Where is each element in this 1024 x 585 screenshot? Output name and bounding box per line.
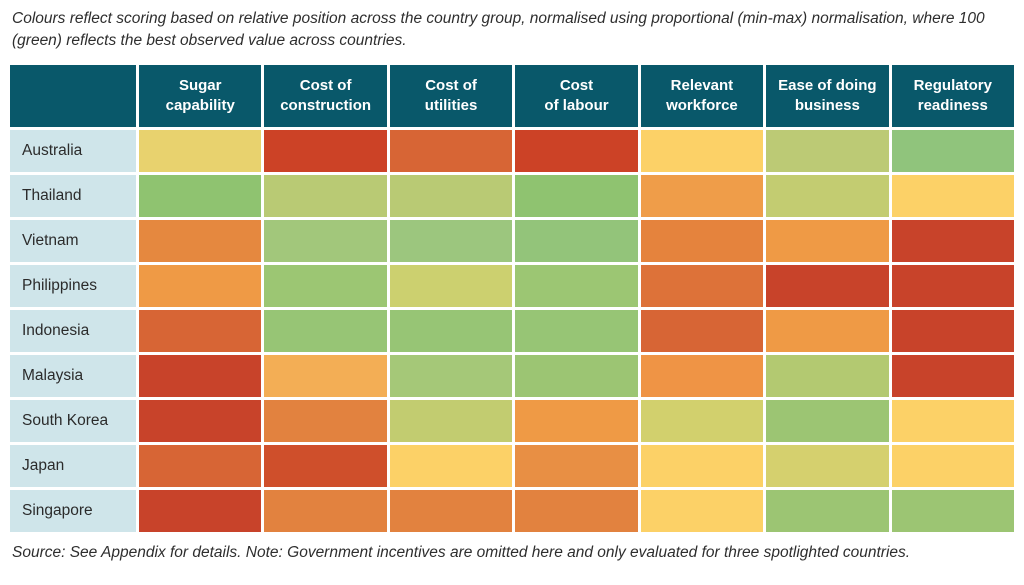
heatmap-cell (640, 309, 764, 352)
heatmap-cell (891, 354, 1014, 397)
heatmap-cell (515, 129, 638, 172)
heatmap-cell (640, 129, 764, 172)
heatmap-cell (515, 354, 638, 397)
heatmap-cell (891, 309, 1014, 352)
heatmap-cell (640, 264, 764, 307)
heatmap-cell (139, 129, 262, 172)
column-header: Relevant workforce (640, 64, 764, 127)
heatmap-cell (264, 489, 387, 532)
heatmap-cell (515, 309, 638, 352)
heatmap-cell (891, 174, 1014, 217)
heatmap-cell (264, 444, 387, 487)
heatmap-cell (389, 489, 513, 532)
heatmap-cell (139, 399, 262, 442)
heatmap-cell (139, 174, 262, 217)
column-header: Cost of utilities (389, 64, 513, 127)
heatmap-cell (640, 489, 764, 532)
heatmap-cell (139, 309, 262, 352)
heatmap-cell (640, 354, 764, 397)
heatmap-cell (389, 309, 513, 352)
heatmap-cell (766, 399, 889, 442)
column-header: Regulatory readiness (891, 64, 1014, 127)
column-header: Cost of construction (264, 64, 387, 127)
heatmap-cell (766, 444, 889, 487)
heatmap-cell (264, 129, 387, 172)
heatmap-cell (766, 489, 889, 532)
heatmap-cell (640, 444, 764, 487)
heatmap-cell (139, 489, 262, 532)
heatmap-cell (139, 219, 262, 262)
column-header: Cost of labour (515, 64, 638, 127)
heatmap-cell (766, 174, 889, 217)
heatmap-cell (766, 264, 889, 307)
column-header: Ease of doing business (766, 64, 889, 127)
heatmap-cell (389, 264, 513, 307)
heatmap-cell (891, 399, 1014, 442)
heatmap-cell (389, 219, 513, 262)
heatmap-cell (264, 354, 387, 397)
heatmap-cell (264, 399, 387, 442)
heatmap-cell (640, 219, 764, 262)
heatmap-cell (389, 444, 513, 487)
heatmap-cell (515, 399, 638, 442)
row-label: Australia (10, 129, 136, 172)
row-label: Vietnam (10, 219, 136, 262)
heatmap-cell (264, 174, 387, 217)
row-label: Philippines (10, 264, 136, 307)
heatmap-cell (389, 129, 513, 172)
heatmap-cell (640, 174, 764, 217)
heatmap-cell (264, 264, 387, 307)
column-header: Sugar capability (139, 64, 262, 127)
heatmap-cell (891, 219, 1014, 262)
heatmap-cell (515, 489, 638, 532)
heatmap-cell (139, 264, 262, 307)
header-corner-cell (10, 64, 136, 127)
heatmap-cell (389, 174, 513, 217)
heatmap-cell (891, 489, 1014, 532)
heatmap-cell (389, 399, 513, 442)
heatmap-cell (515, 219, 638, 262)
heatmap-cell (766, 219, 889, 262)
row-label: Malaysia (10, 354, 136, 397)
heatmap-cell (515, 264, 638, 307)
heatmap-cell (515, 174, 638, 217)
row-label: Indonesia (10, 309, 136, 352)
intro-note: Colours reflect scoring based on relativ… (12, 10, 985, 50)
heatmap-cell (891, 264, 1014, 307)
source-note: Source: See Appendix for details. Note: … (12, 543, 911, 561)
heatmap-cell (264, 219, 387, 262)
heatmap-cell (264, 309, 387, 352)
row-label: Thailand (10, 174, 136, 217)
heatmap-cell (139, 354, 262, 397)
row-label: Singapore (10, 489, 136, 532)
heatmap-cell (389, 354, 513, 397)
heatmap-cell (640, 399, 764, 442)
heatmap-cell (139, 444, 262, 487)
heatmap-cell (891, 444, 1014, 487)
heatmap-table: Sugar capability Cost of construction Cost… (10, 64, 1014, 532)
heatmap-cell (515, 444, 638, 487)
heatmap-cell (766, 309, 889, 352)
heatmap-cell (891, 129, 1014, 172)
row-label: South Korea (10, 399, 136, 442)
row-label: Japan (10, 444, 136, 487)
heatmap-cell (766, 129, 889, 172)
heatmap-cell (766, 354, 889, 397)
